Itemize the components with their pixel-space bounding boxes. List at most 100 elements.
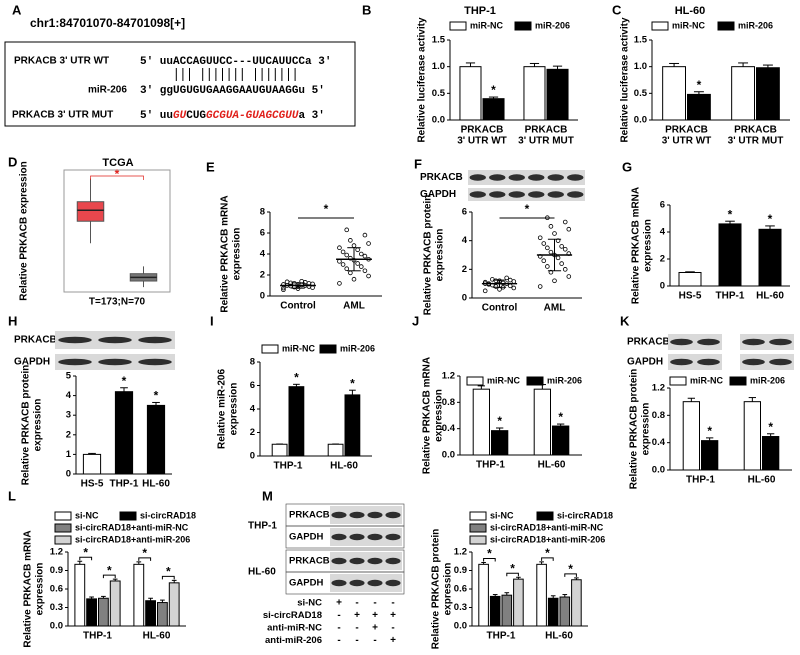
bar (536, 563, 547, 627)
panel-label: C (612, 2, 622, 17)
condition-sign: - (337, 635, 340, 646)
data-point (362, 268, 368, 274)
data-point (545, 245, 550, 251)
bar (718, 223, 742, 287)
blot-row-label: PRKACB (14, 335, 57, 346)
y-axis-label: Relative PRKACB protein (423, 195, 434, 316)
y-axis-label: expression (435, 229, 446, 282)
bar (662, 66, 686, 121)
blot-row-label: GAPDH (289, 578, 323, 589)
sequence-segment: GU (173, 110, 187, 122)
x-tick-label: PRKACB (665, 125, 708, 136)
blot-band (385, 533, 401, 541)
data-point (562, 267, 568, 272)
bar (109, 580, 121, 627)
blot-band (769, 338, 792, 346)
y-axis-label: Relative PRKACB mRNA (631, 187, 642, 304)
x-tick-label: HL-60 (545, 631, 573, 642)
legend-swatch (54, 523, 72, 533)
bar (762, 436, 780, 471)
data-point (340, 249, 346, 255)
blot-band (547, 191, 564, 198)
x-tick-label: THP-1 (686, 475, 715, 486)
significance-bracket (483, 557, 496, 562)
legend-swatch (466, 376, 484, 386)
blot-band (138, 358, 172, 366)
y-tick-label: 0.8 (652, 410, 665, 421)
legend-label: miR-NC (672, 20, 705, 30)
significance-label: * (768, 420, 773, 434)
data-point (340, 262, 346, 267)
data-point (348, 270, 353, 276)
blot-band (489, 174, 506, 181)
y-axis-label: expression (35, 563, 46, 616)
x-tick-label: HL-60 (142, 479, 170, 490)
blot-band (367, 579, 383, 587)
bar (559, 596, 571, 627)
x-tick-label: HL-60 (143, 631, 171, 642)
y-tick-label: 2 (260, 270, 265, 281)
data-point (562, 246, 568, 252)
blot-band (489, 191, 506, 198)
y-tick-label: 0 (462, 293, 467, 304)
significance-label: * (728, 207, 733, 221)
condition-sign: - (391, 623, 394, 634)
blot-band (670, 338, 693, 346)
bar (74, 563, 86, 627)
y-axis-label: Relative PRKACB protein (431, 529, 442, 650)
y-tick-label: 2 (66, 429, 71, 440)
y-tick-label: 4 (66, 390, 72, 401)
legend-swatch (717, 21, 735, 31)
bar (86, 598, 97, 627)
y-tick-label: 6 (250, 380, 255, 391)
data-point (284, 279, 290, 285)
data-point (562, 219, 568, 225)
blot-row-label: PRKACB (289, 510, 330, 521)
panel-label: G (622, 159, 632, 174)
y-tick-label: 0.0 (454, 621, 467, 632)
plot-frame (63, 169, 171, 293)
blot-image (740, 354, 794, 370)
data-point (310, 285, 315, 290)
legend-swatch (469, 523, 487, 533)
condition-sign: - (373, 598, 376, 609)
data-point (537, 284, 543, 289)
y-tick-label: 1.5 (634, 35, 648, 46)
y-tick-label: 0 (250, 451, 255, 462)
panel-label: F (414, 156, 422, 171)
box (76, 201, 105, 222)
blot-image (330, 552, 402, 570)
bar (168, 582, 180, 627)
y-tick-label: 8 (250, 357, 255, 368)
y-axis-label: expression (641, 403, 652, 456)
bar (491, 430, 509, 456)
data-point (541, 241, 547, 246)
y-axis-label: expression (232, 228, 243, 281)
y-tick-label: 4 (462, 235, 468, 246)
y-tick-label: 0.6 (454, 584, 467, 595)
y-axis-label: Relative luciferase activity (620, 17, 631, 143)
data-point (362, 253, 368, 259)
blot-row-label: PRKACB (420, 172, 463, 183)
data-point (490, 277, 495, 282)
y-tick-label: 0.3 (50, 602, 63, 613)
x-axis-label: T=173;N=70 (89, 297, 146, 308)
blot-frame (285, 525, 405, 549)
significance-label: * (350, 376, 355, 390)
legend-label: si-circRAD18+anti-miR-206 (75, 534, 190, 544)
data-point (507, 283, 513, 289)
legend-label: miR-NC (470, 20, 503, 30)
blot-band (367, 511, 383, 519)
legend-label: si-circRAD18 (557, 510, 613, 520)
x-tick-label: PRKACB (525, 125, 568, 136)
bar (731, 66, 755, 121)
bar (546, 68, 569, 121)
data-point (281, 287, 286, 293)
blot-row-label: GAPDH (627, 357, 663, 368)
y-tick-label: 2 (250, 427, 255, 438)
condition-sign: - (391, 598, 394, 609)
blot-image (468, 170, 585, 185)
significance-label: * (115, 167, 120, 181)
data-point (507, 277, 513, 283)
